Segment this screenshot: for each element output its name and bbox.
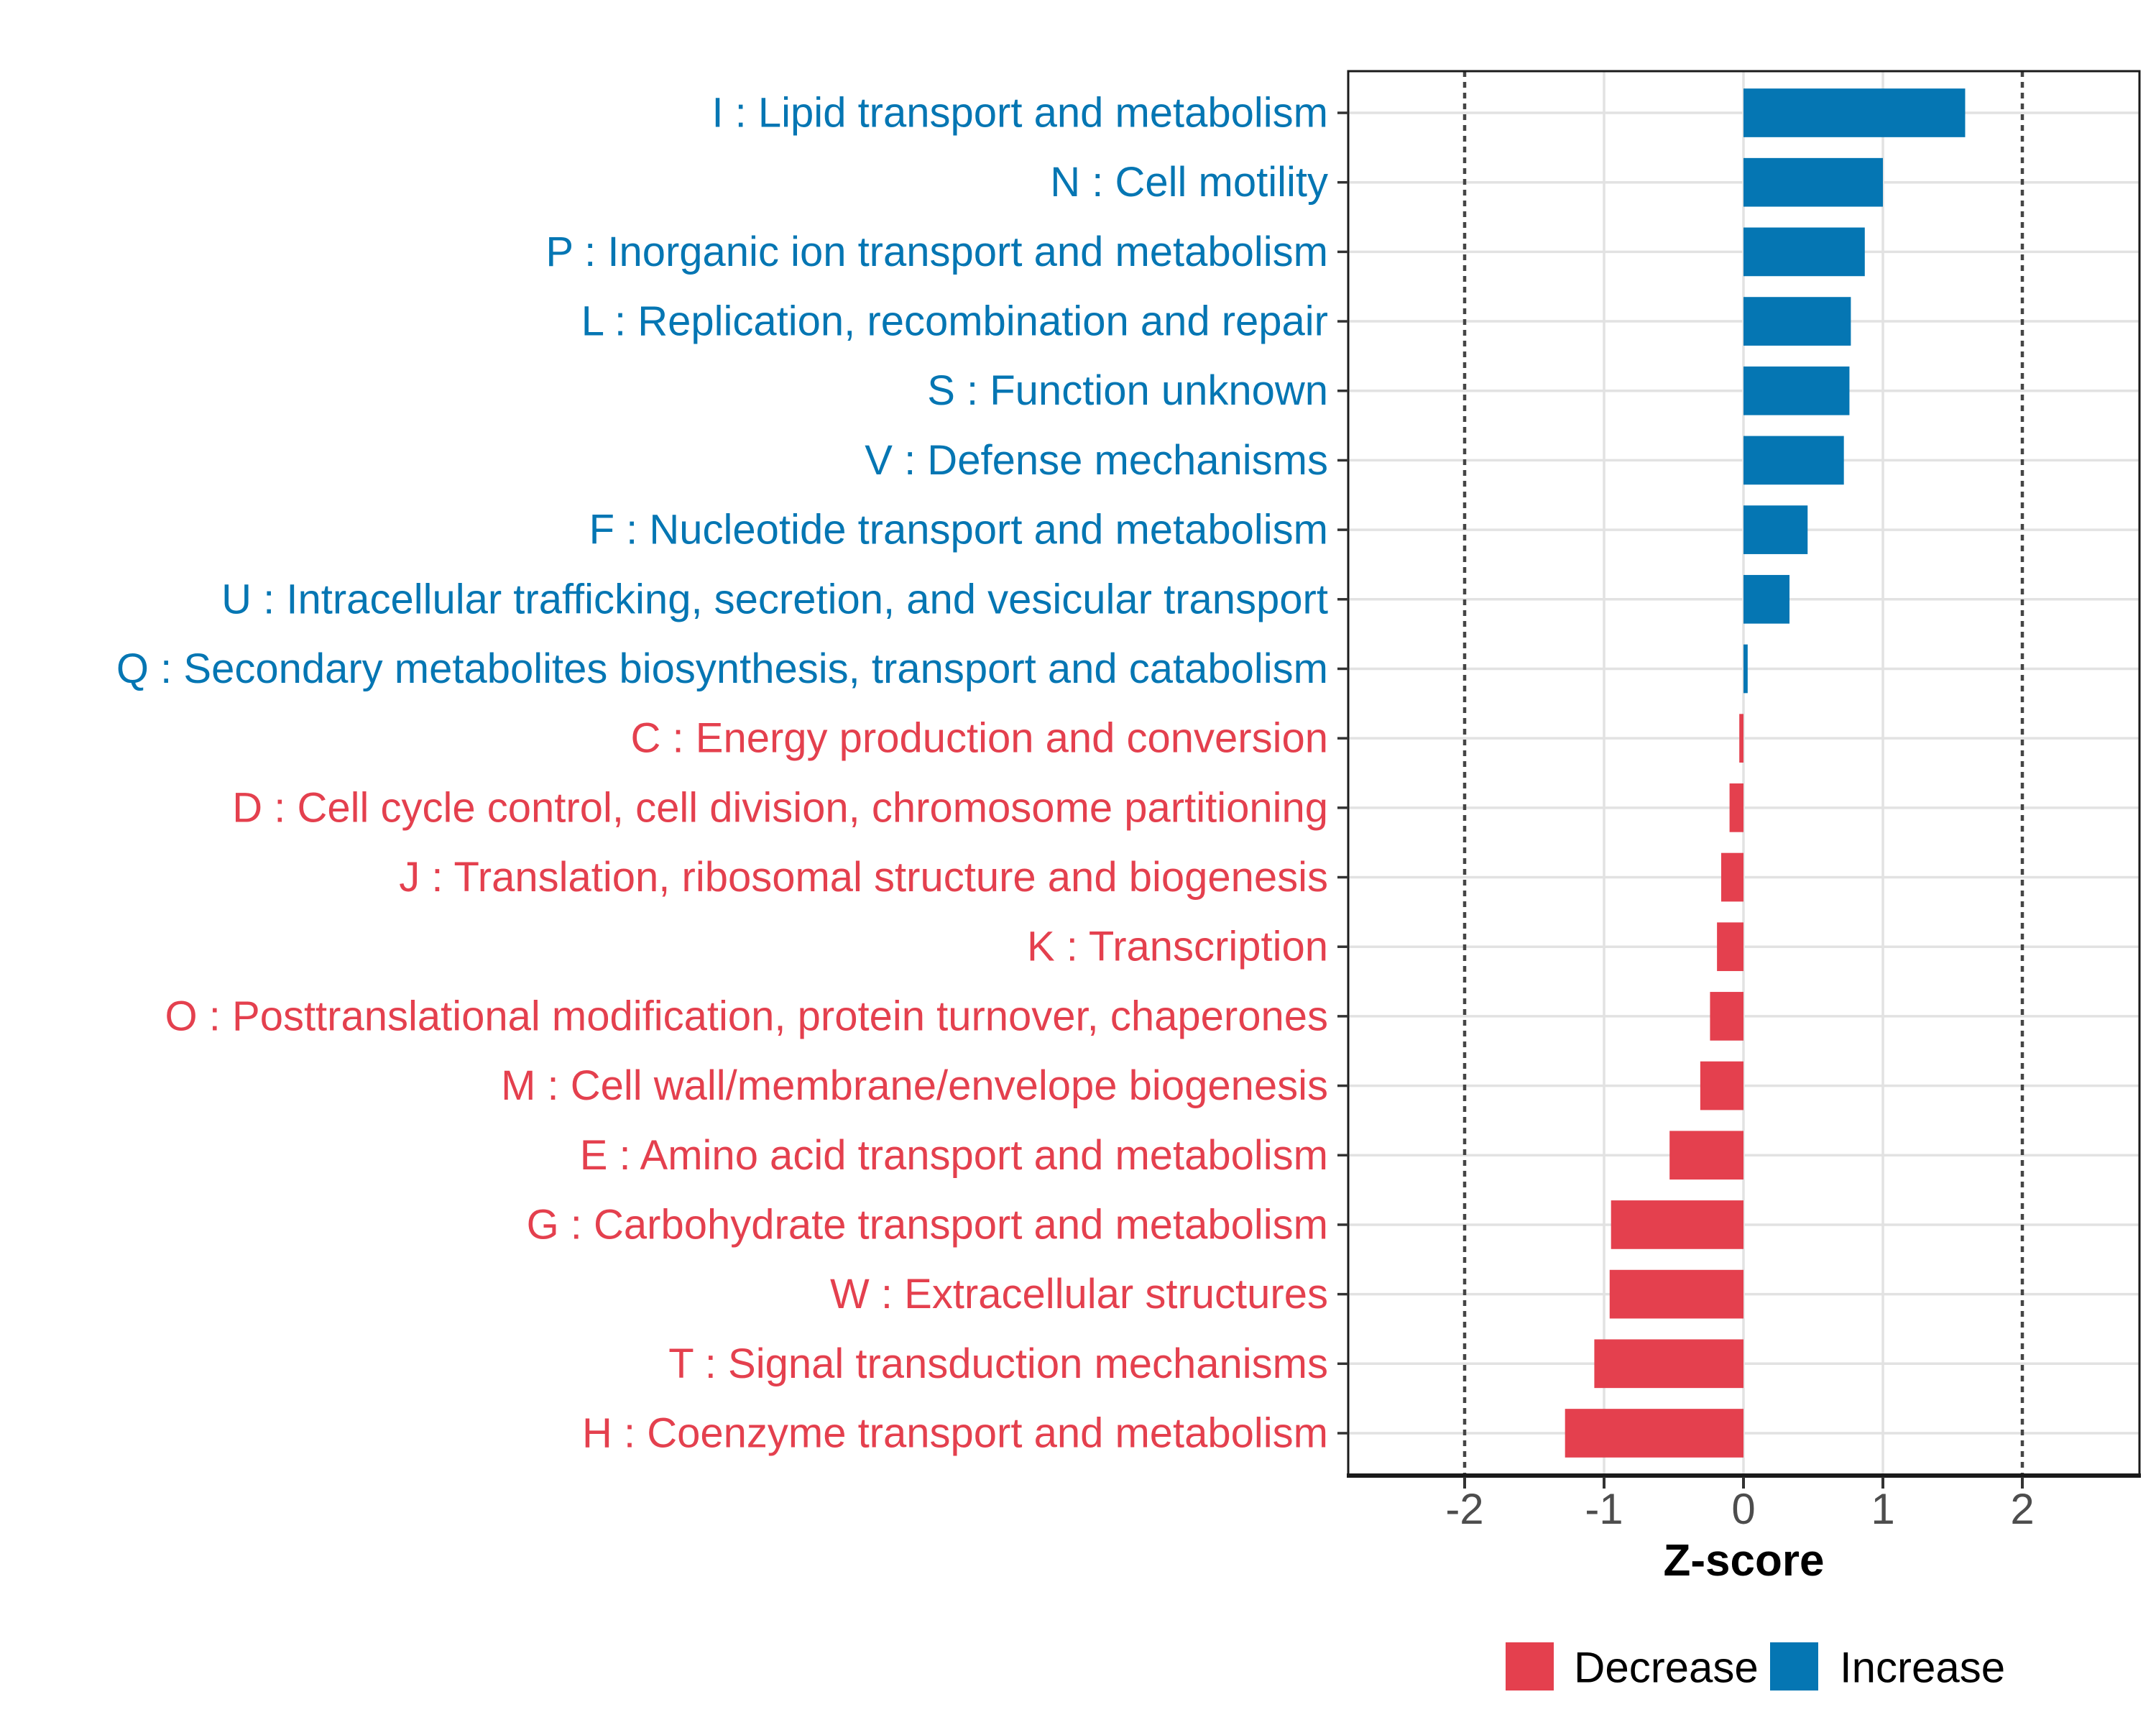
y-axis-label: L : Replication, recombination and repai…	[581, 298, 1328, 345]
y-axis-label: C : Energy production and conversion	[631, 715, 1328, 762]
y-axis-label: D : Cell cycle control, cell division, c…	[232, 784, 1328, 831]
y-axis-label: T : Signal transduction mechanisms	[668, 1340, 1328, 1387]
x-axis-ticks	[1463, 1477, 2024, 1489]
bars	[1565, 88, 1966, 1458]
bar	[1594, 1339, 1743, 1389]
bar	[1743, 157, 1883, 207]
y-axis-category-labels: I : Lipid transport and metabolism N : Ce…	[116, 90, 1328, 1457]
legend: Decrease Increase	[1506, 1642, 2005, 1692]
x-axis-tick-labels: -2 -1 0 1 2	[1445, 1485, 2034, 1533]
bar	[1743, 366, 1850, 415]
x-tick-label: 2	[2010, 1485, 2034, 1533]
y-axis-label: S : Function unknown	[927, 367, 1328, 414]
bar	[1611, 1200, 1743, 1249]
x-tick-label: -1	[1585, 1485, 1623, 1533]
bar	[1729, 783, 1743, 832]
legend-label-increase: Increase	[1840, 1644, 2005, 1692]
y-axis-label: V : Defense mechanisms	[865, 437, 1328, 484]
bar	[1609, 1269, 1743, 1319]
y-axis-label: M : Cell wall/membrane/envelope biogenes…	[501, 1062, 1328, 1109]
bar	[1669, 1131, 1743, 1180]
legend-label-decrease: Decrease	[1574, 1644, 1759, 1692]
legend-swatch-decrease	[1506, 1642, 1554, 1690]
y-axis-label: I : Lipid transport and metabolism	[711, 90, 1328, 137]
y-axis-label: H : Coenzyme transport and metabolism	[582, 1409, 1328, 1456]
y-axis-label: K : Transcription	[1027, 924, 1328, 970]
y-axis-label: P : Inorganic ion transport and metaboli…	[545, 229, 1328, 275]
bar	[1710, 992, 1743, 1041]
legend-swatch-increase	[1770, 1642, 1818, 1690]
bar	[1739, 714, 1743, 763]
bar	[1743, 297, 1851, 346]
bar	[1743, 227, 1865, 277]
bar	[1743, 505, 1808, 554]
y-axis-label: F : Nucleotide transport and metabolism	[589, 507, 1328, 553]
dashed-guidelines	[1462, 71, 2024, 1475]
x-tick-label: 1	[1871, 1485, 1894, 1533]
y-axis-label: W : Extracellular structures	[830, 1271, 1328, 1317]
bar	[1720, 852, 1743, 902]
bar	[1700, 1061, 1743, 1110]
x-axis-title: Z-score	[1664, 1536, 1825, 1586]
y-axis-label: E : Amino acid transport and metabolism	[580, 1132, 1328, 1179]
y-axis-label: U : Intracellular trafficking, secretion…	[221, 576, 1328, 622]
bar	[1743, 436, 1844, 485]
bar	[1717, 922, 1743, 972]
y-axis-ticks	[1337, 111, 1348, 1435]
y-axis-label: G : Carbohydrate transport and metabolis…	[527, 1201, 1328, 1248]
bar	[1743, 644, 1748, 694]
y-axis-label: Q : Secondary metabolites biosynthesis, …	[116, 645, 1328, 692]
bar	[1565, 1409, 1743, 1458]
y-axis-label: J : Translation, ribosomal structure and…	[399, 854, 1328, 901]
bar	[1743, 88, 1966, 137]
bar	[1743, 574, 1790, 624]
y-axis-label: O : Posttranslational modification, prot…	[165, 993, 1328, 1039]
x-tick-label: -2	[1445, 1485, 1483, 1533]
x-tick-label: 0	[1731, 1485, 1755, 1533]
y-axis-label: N : Cell motility	[1050, 159, 1328, 206]
